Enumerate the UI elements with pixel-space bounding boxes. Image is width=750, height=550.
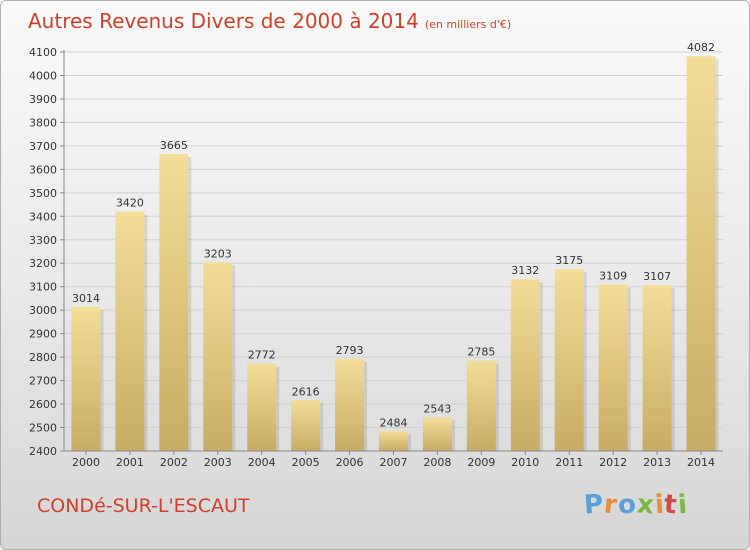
bar-value-label: 3203: [204, 248, 232, 261]
bar-value-label: 2616: [292, 385, 320, 398]
y-tick-label: 4100: [29, 46, 57, 59]
logo-letter: P: [582, 489, 606, 521]
x-tick-label: 2002: [160, 456, 188, 469]
bar-value-label: 2793: [336, 344, 364, 357]
bar: [247, 363, 277, 451]
chart-title: Autres Revenus Divers de 2000 à 2014 (en …: [28, 9, 511, 33]
y-tick-label: 2500: [29, 422, 57, 435]
bar-value-label: 3014: [72, 292, 100, 305]
bar: [422, 417, 452, 451]
bar: [203, 262, 233, 451]
y-tick-label: 3500: [29, 187, 57, 200]
y-tick-label: 3200: [29, 257, 57, 270]
y-tick-label: 2800: [29, 351, 57, 364]
axis-layer: 2400 2500 2600 2700 2800 2900 3000 3100 3200 3300…: [29, 46, 723, 469]
logo-letter: o: [616, 489, 638, 521]
bar: [335, 358, 365, 451]
bar-value-label: 3132: [511, 264, 539, 277]
chart-title-main: Autres Revenus Divers de 2000 à 2014: [28, 9, 419, 33]
bar: [379, 431, 408, 451]
x-tick-label: 2009: [467, 456, 495, 469]
bar: [466, 360, 496, 451]
y-tick-label: 3600: [29, 163, 57, 176]
town-name: CONDé-SUR-L'ESCAUT: [37, 495, 250, 517]
bar: [554, 269, 584, 451]
chart-title-unit: (en milliers d'€): [424, 18, 512, 31]
x-tick-label: 2008: [423, 456, 451, 469]
bar: [686, 56, 716, 452]
bar-value-label: 2484: [380, 416, 408, 429]
bar-value-label: 3420: [116, 197, 144, 210]
bar-value-label: 3175: [555, 254, 583, 267]
x-tick-label: 2011: [555, 456, 583, 469]
y-tick-label: 2600: [29, 398, 57, 411]
bar: [115, 211, 145, 451]
bar-value-label: 3109: [599, 270, 627, 283]
bar-value-label: 3107: [643, 270, 671, 283]
proxiti-logo[interactable]: Proxiti: [582, 489, 689, 521]
x-tick-label: 2006: [336, 456, 364, 469]
y-tick-label: 3400: [29, 210, 57, 223]
x-tick-label: 2010: [511, 456, 539, 469]
bar: [642, 285, 672, 451]
logo-letter: i: [676, 489, 689, 521]
bar-layer: [71, 56, 719, 452]
y-tick-label: 3000: [29, 304, 57, 317]
y-tick-label: 3300: [29, 234, 57, 247]
bar: [598, 284, 628, 451]
x-tick-label: 2003: [204, 456, 232, 469]
y-tick-label: 2400: [29, 445, 57, 458]
x-tick-label: 2013: [643, 456, 671, 469]
x-tick-label: 2000: [72, 456, 100, 469]
bar-value-label: 2543: [423, 402, 451, 415]
y-tick-label: 2700: [29, 375, 57, 388]
x-tick-label: 2012: [599, 456, 627, 469]
bar: [291, 400, 321, 451]
bar: [510, 279, 540, 451]
x-tick-label: 2005: [292, 456, 320, 469]
bar-value-label: 2772: [248, 349, 276, 362]
y-tick-label: 2900: [29, 328, 57, 341]
y-tick-label: 3900: [29, 93, 57, 106]
x-tick-label: 2004: [248, 456, 276, 469]
bar-value-label: 2785: [467, 346, 495, 359]
y-tick-label: 4000: [29, 69, 57, 82]
bar: [71, 306, 101, 451]
y-tick-label: 3100: [29, 281, 57, 294]
bar-value-label: 3665: [160, 139, 188, 152]
label-layer: 3014 3420 3665 3203 2772 2616 2793 2484 2543 2785…: [72, 41, 715, 429]
bar-value-label: 4082: [687, 41, 715, 54]
y-tick-label: 3800: [29, 116, 57, 129]
y-tick-label: 3700: [29, 140, 57, 153]
x-tick-label: 2001: [116, 456, 144, 469]
bar: [159, 154, 189, 452]
x-tick-label: 2014: [687, 456, 715, 469]
x-tick-label: 2007: [380, 456, 408, 469]
logo-letter: x: [635, 489, 656, 521]
